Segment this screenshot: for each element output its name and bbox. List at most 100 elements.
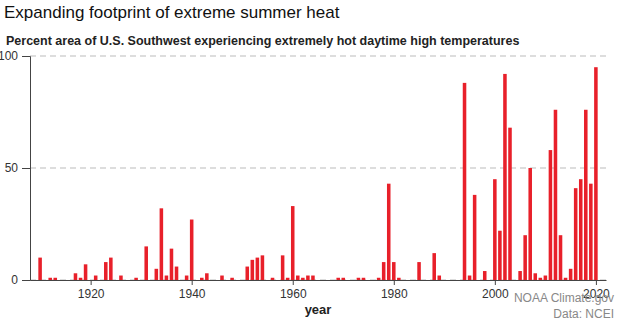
bar: [362, 278, 366, 280]
x-tick: 1920: [78, 280, 105, 301]
credit: Data: NCEI: [553, 307, 614, 321]
bar: [155, 269, 159, 280]
bar: [493, 179, 497, 280]
bar: [503, 74, 507, 280]
x-tick: 1940: [179, 280, 206, 301]
chart: Expanding footprint of extreme summer he…: [0, 0, 620, 326]
x-tick-mark: [596, 280, 597, 285]
bar: [574, 188, 578, 280]
bar: [53, 278, 57, 280]
y-tick-label: 50: [5, 161, 19, 175]
bar: [256, 258, 260, 280]
bar: [397, 278, 401, 280]
bar: [554, 110, 558, 280]
bar: [437, 276, 441, 280]
bar: [539, 278, 543, 280]
bar: [357, 278, 361, 280]
bar: [518, 271, 522, 280]
x-tick-label: 1960: [280, 287, 307, 301]
bar: [205, 273, 209, 280]
y-tick: 0: [11, 273, 30, 287]
bar: [549, 150, 553, 280]
bar: [109, 258, 113, 280]
bar: [84, 264, 88, 280]
bar: [377, 278, 381, 280]
subtitle: Percent area of U.S. Southwest experienc…: [6, 34, 519, 48]
bar: [341, 278, 345, 280]
bar: [392, 262, 396, 280]
x-axis-title: year: [305, 302, 332, 317]
bar: [311, 276, 315, 280]
bar: [564, 278, 568, 280]
credit: NOAA Climate.gov: [514, 291, 614, 305]
y-axis: 0 50 100: [0, 49, 31, 287]
bar: [190, 220, 194, 280]
x-tick-label: 1920: [78, 287, 105, 301]
bar: [569, 269, 573, 280]
bar: [468, 276, 472, 280]
bar: [230, 278, 234, 280]
bar: [473, 195, 477, 280]
bar: [261, 255, 265, 280]
bar: [301, 278, 305, 280]
bar: [79, 278, 83, 280]
bar: [185, 276, 189, 280]
bars: [38, 67, 597, 280]
bar: [94, 276, 98, 280]
x-tick: 2000: [482, 280, 509, 301]
y-tick-label: 0: [11, 273, 18, 287]
bar: [559, 235, 563, 280]
bar: [165, 276, 169, 280]
bar: [251, 260, 255, 280]
bar: [286, 278, 290, 280]
y-tick-mark: [22, 280, 30, 281]
bar: [336, 278, 340, 280]
grid-line: [30, 168, 606, 169]
bar: [584, 110, 588, 280]
bar: [306, 276, 310, 280]
x-tick-mark: [495, 280, 496, 285]
bar: [483, 271, 487, 280]
bar: [48, 278, 52, 280]
bar: [387, 184, 391, 280]
grid-line: [30, 56, 606, 57]
x-tick-mark: [91, 280, 92, 285]
bar: [523, 235, 527, 280]
bar: [589, 184, 593, 280]
grid: [30, 56, 606, 280]
bar: [417, 262, 421, 280]
y-tick: 50: [5, 161, 30, 175]
x-tick: 1980: [381, 280, 408, 301]
bar: [170, 249, 174, 280]
bar: [245, 267, 249, 280]
y-tick-mark: [22, 168, 30, 169]
bar: [281, 255, 285, 280]
bar: [119, 276, 123, 280]
plot: 050100192019401960198020002020: [0, 49, 610, 300]
bar: [296, 276, 300, 280]
bar: [594, 67, 598, 280]
y-tick: 100: [0, 49, 30, 63]
x-tick: 1960: [280, 280, 307, 301]
bar: [528, 168, 532, 280]
bar: [220, 276, 224, 280]
bar: [74, 273, 78, 280]
bar: [498, 231, 502, 280]
bar: [271, 278, 275, 280]
x-tick-label: 1980: [381, 287, 408, 301]
x-tick-mark: [293, 280, 294, 285]
bar: [175, 267, 179, 280]
bar: [382, 262, 386, 280]
y-tick-label: 100: [0, 49, 18, 63]
bar: [432, 253, 436, 280]
bar: [544, 276, 548, 280]
bar: [291, 206, 295, 280]
x-tick-mark: [394, 280, 395, 285]
x-axis-line: [31, 280, 607, 281]
bar: [463, 83, 467, 280]
y-axis-line: [22, 57, 31, 281]
x-tick-label: 2000: [482, 287, 509, 301]
y-tick-mark: [22, 56, 30, 57]
bar: [533, 273, 537, 280]
bar: [200, 278, 204, 280]
